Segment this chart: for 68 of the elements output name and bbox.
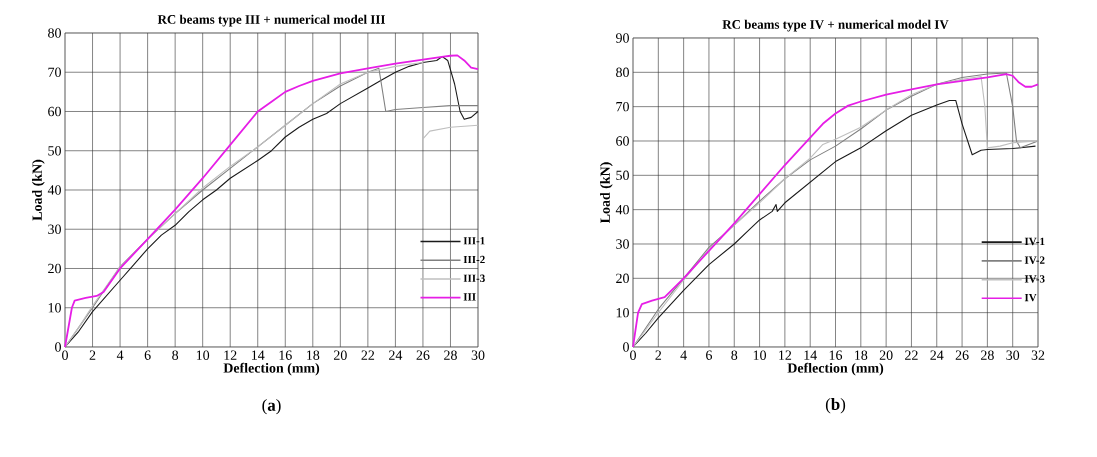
chart-title: RC beams type IV + numerical model IV [722, 19, 949, 32]
x-tick-label: 20 [333, 350, 347, 360]
x-tick-label: 4 [116, 350, 124, 360]
x-tick-label: 6 [144, 350, 151, 360]
text: (b) [825, 398, 846, 414]
y-tick-label: 10 [48, 303, 61, 313]
x-tick-label: 10 [196, 350, 210, 360]
x-tick-label: 2 [89, 350, 96, 360]
y-tick-label: 40 [47, 185, 61, 195]
x-tick-label: 24 [389, 350, 403, 360]
x-tick-label: 30 [471, 350, 485, 360]
x-tick-label: 8 [731, 350, 738, 360]
y-tick-label: 30 [48, 224, 61, 234]
legend-label: IV-3 [1024, 275, 1045, 283]
legend-label: III [463, 293, 476, 301]
y-tick-label: 10 [616, 307, 629, 318]
x-tick-label: 26 [955, 350, 969, 360]
legend-label: III-3 [463, 274, 485, 282]
y-tick-label: 40 [615, 204, 629, 215]
legend-label: IV [1024, 293, 1037, 302]
y-tick-label: 80 [48, 28, 61, 38]
legend-label: III-1 [463, 237, 485, 245]
x-tick-label: 12 [224, 350, 237, 360]
x-tick-label: 16 [279, 350, 292, 360]
x-tick-label: 26 [416, 350, 430, 360]
x-tick-label: 28 [981, 350, 994, 360]
y-axis-title: Load (kN) [32, 159, 45, 221]
x-tick-label: 8 [172, 350, 179, 360]
text: (a) [262, 398, 281, 415]
legend-label: IV-2 [1024, 256, 1045, 264]
x-tick-label: 18 [307, 350, 320, 360]
y-tick-label: 60 [48, 106, 61, 117]
y-tick-label: 50 [48, 146, 61, 156]
x-tick-label: 14 [804, 350, 817, 360]
y-tick-label: 90 [616, 33, 629, 43]
y-tick-label: 30 [616, 239, 629, 249]
x-tick-label: 16 [829, 350, 843, 360]
x-tick-label: 20 [879, 350, 893, 360]
x-tick-label: 32 [1031, 350, 1045, 360]
x-axis-title: Deflection (mm) [223, 362, 320, 376]
x-tick-label: 4 [680, 350, 687, 360]
x-tick-label: 22 [361, 350, 375, 360]
x-tick-label: 14 [251, 350, 265, 360]
x-tick-label: 6 [706, 350, 713, 360]
y-tick-label: 80 [616, 67, 629, 78]
x-axis-title: Deflection (mm) [787, 362, 884, 376]
y-tick-label: 20 [616, 273, 629, 284]
x-tick-label: 22 [905, 350, 918, 360]
x-tick-label: 0 [62, 350, 68, 360]
y-tick-label: 0 [55, 342, 61, 352]
y-tick-label: 50 [616, 170, 629, 181]
y-tick-label: 60 [616, 136, 629, 146]
y-tick-label: 70 [616, 101, 629, 112]
legend-label: IV-1 [1024, 237, 1045, 246]
y-tick-label: 0 [623, 342, 629, 352]
x-tick-label: 12 [779, 350, 792, 360]
x-tick-label: 28 [444, 350, 457, 360]
legend-label: III-2 [463, 255, 485, 264]
x-tick-label: 24 [930, 350, 944, 360]
x-tick-label: 30 [1006, 350, 1020, 360]
y-tick-label: 70 [48, 67, 61, 77]
y-axis-title: Load (kN) [600, 162, 613, 224]
chart-title: RC beams type III + numerical model III [157, 14, 386, 27]
x-tick-label: 18 [855, 350, 868, 360]
x-tick-label: 0 [630, 350, 636, 360]
x-tick-label: 2 [655, 350, 662, 360]
y-tick-label: 20 [48, 263, 61, 274]
x-tick-label: 10 [753, 350, 767, 360]
